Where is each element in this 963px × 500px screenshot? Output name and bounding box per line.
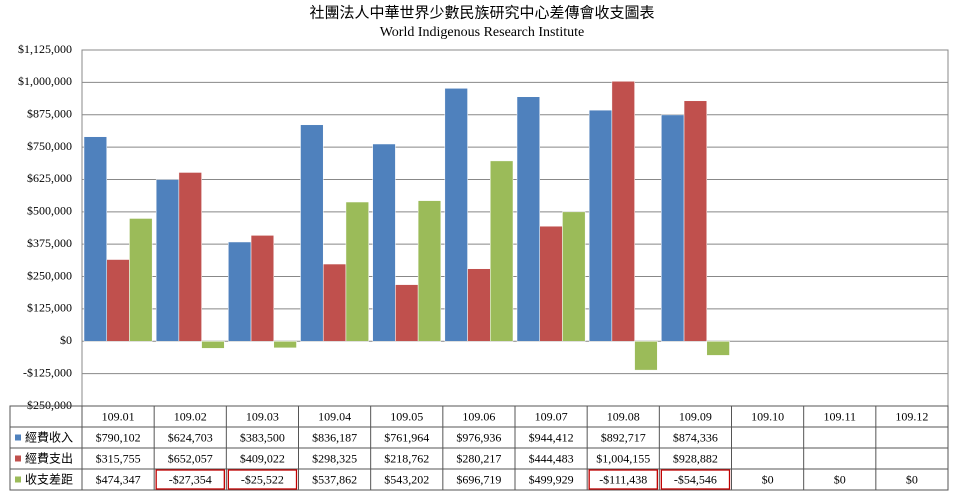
- bar: [395, 284, 419, 342]
- x-tick-label: 109.06: [462, 409, 495, 423]
- table-value: $444,483: [529, 451, 574, 465]
- bar: [155, 179, 180, 342]
- bar: [322, 263, 347, 342]
- table-value: $976,936: [456, 430, 501, 444]
- y-tick-label: $125,000: [27, 301, 72, 315]
- legend-swatch: [15, 455, 21, 462]
- bar: [178, 172, 202, 342]
- table-value: $928,882: [673, 451, 718, 465]
- table-value: $499,929: [529, 472, 574, 486]
- bar: [683, 100, 708, 342]
- negative-highlight: [588, 469, 658, 490]
- y-tick-label: $1,000,000: [18, 74, 72, 88]
- bar: [417, 200, 442, 342]
- table-value: $836,187: [312, 430, 357, 444]
- plot-area: [81, 49, 949, 407]
- table-value: $0: [762, 472, 774, 486]
- table-value: $892,717: [601, 430, 646, 444]
- x-tick-label: 109.02: [174, 409, 207, 423]
- bar: [83, 136, 107, 342]
- bar: [345, 201, 369, 342]
- x-tick-label: 109.05: [390, 409, 423, 423]
- table-value: -$25,522: [241, 472, 284, 486]
- bar: [588, 109, 613, 342]
- table-value: $409,022: [240, 451, 285, 465]
- y-tick-label: $0: [60, 333, 72, 347]
- legend-swatch: [15, 476, 21, 483]
- bar: [611, 81, 635, 342]
- x-tick-label: 109.12: [895, 409, 928, 423]
- table-value: $624,703: [168, 430, 213, 444]
- bar: [444, 88, 468, 342]
- table-value: $0: [834, 472, 846, 486]
- table-value: $280,217: [456, 451, 501, 465]
- bar: [706, 341, 730, 356]
- table-value: $790,102: [96, 430, 141, 444]
- bar: [516, 96, 540, 342]
- bar: [129, 218, 153, 342]
- table-value: $298,325: [312, 451, 357, 465]
- bar: [634, 341, 658, 371]
- bar: [228, 241, 252, 342]
- y-tick-label: $250,000: [27, 268, 72, 282]
- negative-highlight: [227, 469, 298, 490]
- x-tick-label: 109.11: [823, 409, 856, 423]
- legend-label: 收支差距: [25, 472, 73, 486]
- table-value: $218,762: [384, 451, 429, 465]
- y-tick-label: $375,000: [27, 236, 72, 250]
- x-tick-label: 109.09: [679, 409, 712, 423]
- y-tick-label: $750,000: [27, 139, 72, 153]
- table-value: $315,755: [96, 451, 141, 465]
- bar: [467, 268, 491, 342]
- bar: [539, 225, 563, 342]
- bar: [201, 341, 225, 349]
- y-tick-label: -$125,000: [23, 365, 72, 379]
- table-value: $1,004,155: [596, 451, 650, 465]
- y-tick-label: $625,000: [27, 171, 72, 185]
- x-tick-label: 109.10: [751, 409, 784, 423]
- table-value: $474,347: [96, 472, 141, 486]
- legend-swatch: [15, 434, 21, 441]
- legend-label: 經費支出: [25, 450, 73, 465]
- table-value: -$27,354: [169, 472, 212, 486]
- table-value: $383,500: [240, 430, 285, 444]
- table-value: $696,719: [456, 472, 501, 486]
- table-value: $944,412: [529, 430, 574, 444]
- bar: [106, 259, 130, 342]
- bar: [372, 143, 396, 342]
- bar: [300, 124, 324, 342]
- negative-highlight: [660, 469, 731, 490]
- table-value: $761,964: [384, 430, 429, 444]
- y-tick-label: $875,000: [27, 106, 72, 120]
- table-value: $543,202: [384, 472, 429, 486]
- legend-label: 經費收入: [25, 429, 73, 444]
- table-value: $652,057: [168, 451, 213, 465]
- x-tick-label: 109.03: [246, 409, 279, 423]
- x-tick-label: 109.08: [607, 409, 640, 423]
- y-tick-label: $1,125,000: [18, 42, 72, 56]
- bar: [490, 160, 514, 342]
- chart-title: 社團法人中華世界少數民族研究中心差傳會收支圖表: [309, 4, 654, 21]
- bar: [273, 341, 297, 349]
- x-tick-label: 109.07: [535, 409, 568, 423]
- chart-subtitle: World Indigenous Research Institute: [380, 25, 585, 40]
- table-value: -$54,546: [674, 472, 717, 486]
- y-tick-label: $500,000: [27, 204, 72, 218]
- y-tick-label: -$250,000: [23, 398, 72, 412]
- x-tick-label: 109.04: [318, 409, 351, 423]
- bar: [562, 211, 586, 342]
- x-tick-label: 109.01: [102, 409, 135, 423]
- table-value: $874,336: [673, 430, 718, 444]
- table-value: $0: [906, 472, 918, 486]
- table-value: $537,862: [312, 472, 357, 486]
- table-value: -$111,438: [599, 472, 647, 486]
- bar: [661, 114, 685, 342]
- bar: [250, 235, 275, 342]
- negative-highlight: [155, 469, 225, 490]
